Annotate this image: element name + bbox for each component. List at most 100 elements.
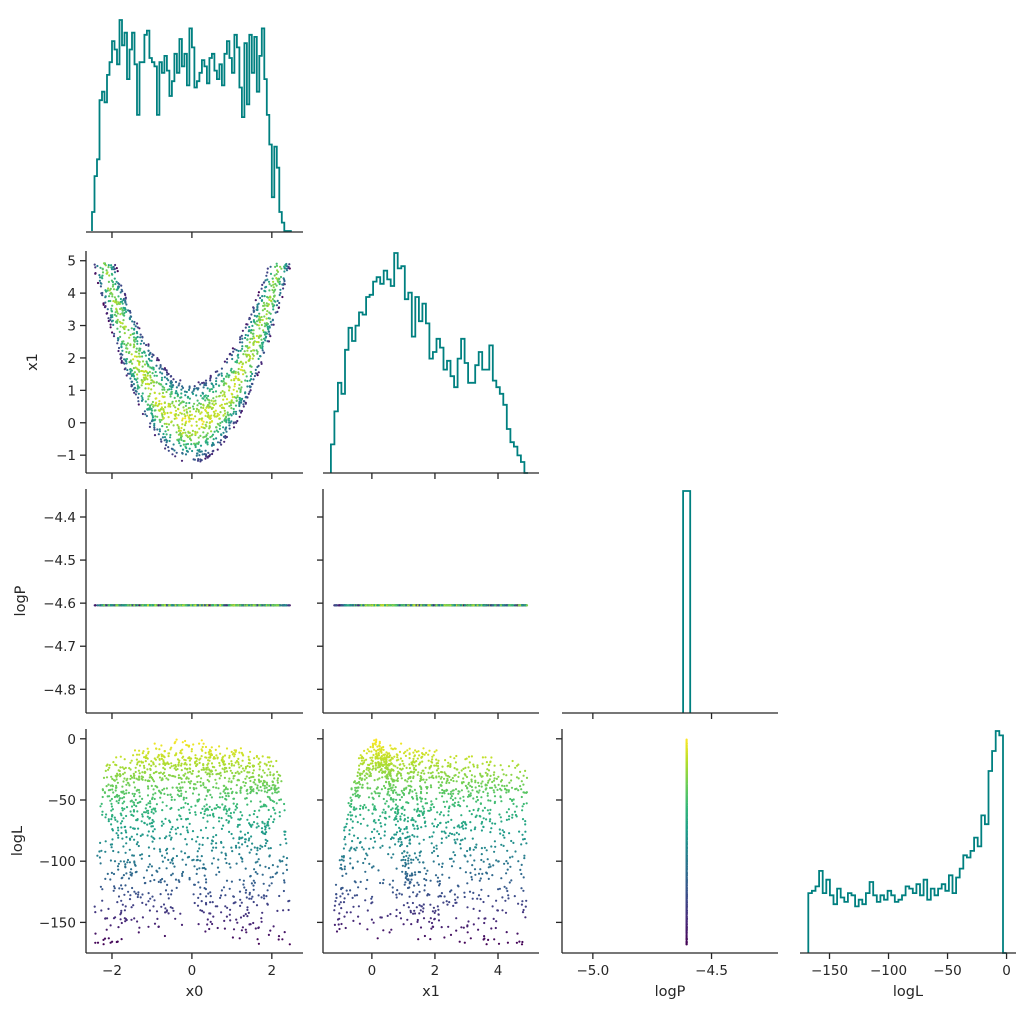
scatter-point — [169, 411, 172, 414]
scatter-point — [167, 893, 170, 896]
scatter-point — [362, 604, 365, 607]
scatter-point — [226, 357, 229, 361]
scatter-point — [216, 604, 220, 607]
scatter-point — [214, 390, 218, 393]
scatter-point — [211, 382, 214, 386]
scatter-point — [115, 604, 118, 607]
scatter-point — [153, 422, 156, 425]
scatter-point — [156, 917, 159, 921]
scatter-point — [237, 367, 240, 371]
scatter-point — [129, 377, 132, 380]
scatter-point — [271, 302, 274, 305]
scatter-point — [225, 794, 228, 798]
scatter-point — [133, 345, 136, 348]
scatter-point — [217, 384, 221, 387]
scatter-point — [224, 412, 227, 415]
scatter-point — [271, 604, 274, 607]
scatter-point — [284, 263, 287, 267]
scatter-point — [244, 371, 247, 374]
scatter-point — [162, 409, 165, 412]
scatter-point — [198, 448, 201, 451]
scatter-point — [140, 378, 143, 382]
scatter-point — [235, 361, 239, 364]
scatter-point — [243, 350, 246, 353]
scatter-point — [210, 420, 213, 423]
scatter-point — [144, 400, 147, 403]
scatter-point — [222, 398, 225, 401]
scatter-point — [195, 410, 198, 413]
scatter-point — [266, 322, 269, 326]
scatter-point — [128, 336, 131, 339]
scatter-point — [389, 604, 393, 607]
scatter-point — [183, 439, 186, 443]
scatter-point — [149, 422, 152, 425]
scatter-point — [133, 795, 136, 798]
scatter-point — [176, 407, 180, 410]
scatter-point — [161, 860, 164, 863]
scatter-point — [267, 818, 271, 821]
scatter-point — [279, 604, 282, 607]
scatter-point — [188, 414, 192, 417]
scatter-point — [238, 415, 241, 418]
scatter-point — [114, 282, 117, 286]
scatter-point — [268, 283, 271, 286]
scatter-point — [101, 277, 104, 280]
scatter-point — [243, 369, 246, 372]
scatter-point — [185, 411, 188, 414]
scatter-point — [241, 329, 244, 332]
scatter-point — [182, 431, 185, 434]
scatter-point — [204, 414, 207, 417]
scatter-point — [211, 450, 214, 453]
scatter-point — [230, 354, 233, 357]
scatter-point — [223, 927, 226, 930]
scatter-point — [273, 294, 276, 297]
scatter-point — [109, 318, 112, 321]
scatter-point — [109, 299, 112, 303]
scatter-point — [149, 392, 152, 395]
scatter-point — [138, 775, 141, 778]
scatter-point — [234, 404, 238, 407]
scatter-point — [128, 309, 132, 313]
scatter-point — [119, 307, 122, 311]
scatter-point — [257, 291, 260, 294]
scatter-point — [464, 604, 467, 607]
scatter-point — [208, 417, 211, 420]
scatter-point — [157, 604, 160, 607]
scatter-point — [107, 280, 110, 283]
scatter-point — [168, 439, 171, 443]
scatter-point — [120, 288, 123, 291]
scatter-point — [181, 385, 184, 388]
scatter-point — [114, 789, 117, 792]
scatter-point — [261, 318, 264, 322]
scatter-point — [113, 604, 116, 607]
scatter-point — [149, 404, 152, 407]
scatter-point — [110, 604, 114, 607]
scatter-point — [200, 425, 203, 429]
scatter-point — [431, 604, 434, 607]
scatter-point — [206, 403, 210, 407]
scatter-point — [146, 834, 149, 837]
scatter-point — [184, 739, 187, 743]
scatter-x0-logP-y-axis-label: logP — [13, 585, 29, 616]
scatter-point — [228, 353, 231, 356]
scatter-point — [202, 381, 205, 384]
scatter-point — [200, 739, 203, 742]
scatter-point — [241, 753, 244, 756]
scatter-point — [255, 349, 258, 352]
scatter-point — [176, 392, 179, 395]
panels: −1012345x1−4.4−4.5−4.6−4.7−4.8logP0−50−1… — [10, 19, 1016, 1000]
scatter-point — [167, 604, 171, 607]
scatter-point — [244, 781, 247, 785]
scatter-point — [144, 387, 147, 390]
scatter-point — [112, 335, 116, 338]
scatter-point — [140, 399, 144, 402]
scatter-point — [244, 396, 247, 399]
scatter-point — [101, 271, 105, 274]
scatter-point — [148, 425, 151, 428]
scatter-point — [238, 403, 241, 406]
scatter-point — [148, 854, 151, 858]
scatter-point — [223, 391, 226, 394]
scatter-point — [268, 298, 271, 301]
scatter-point — [136, 381, 139, 384]
scatter-point — [141, 355, 144, 358]
